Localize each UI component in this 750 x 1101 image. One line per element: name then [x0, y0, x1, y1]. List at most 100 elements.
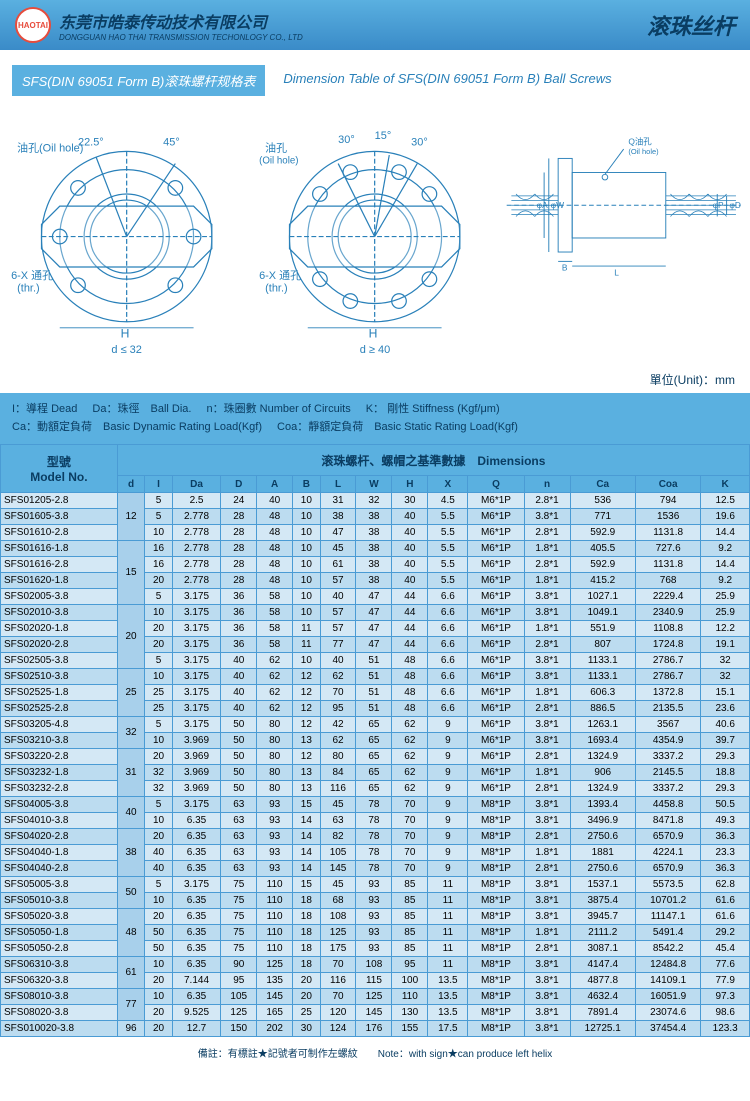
- cell-Coa: 1724.8: [635, 637, 700, 653]
- cell-d: 15: [117, 541, 144, 605]
- cell-Q: M6*1P: [468, 637, 524, 653]
- table-row: SFS02525-2.8253.1754062129551486.6M6*1P2…: [1, 701, 750, 717]
- cell-A: 48: [257, 557, 293, 573]
- table-row: SFS01616-2.8162.7782848106138405.5M6*1P2…: [1, 557, 750, 573]
- cell-H: 48: [392, 669, 428, 685]
- cell-K: 12.5: [701, 493, 750, 509]
- footer-note: 備註：有標註★記號者可制作左螺紋 Note：with sign★can prod…: [0, 1037, 750, 1068]
- cell-Coa: 8542.2: [635, 941, 700, 957]
- cell-n: 2.8*1: [524, 557, 570, 573]
- cell-B: 20: [293, 973, 320, 989]
- cell-d: 48: [117, 909, 144, 957]
- cell-Q: M6*1P: [468, 525, 524, 541]
- cell-Q: M8*1P: [468, 845, 524, 861]
- legend-item: Ca：動額定負荷 Basic Dynamic Rating Load(Kgf): [12, 419, 262, 437]
- cell-Q: M6*1P: [468, 669, 524, 685]
- cell-H: 48: [392, 685, 428, 701]
- cell-W: 78: [356, 829, 392, 845]
- cell-L: 84: [320, 765, 356, 781]
- cell-i: 5: [145, 509, 172, 525]
- cell-W: 47: [356, 589, 392, 605]
- cell-n: 3.8*1: [524, 605, 570, 621]
- cell-d: 31: [117, 749, 144, 797]
- cell-Coa: 3337.2: [635, 749, 700, 765]
- cell-K: 39.7: [701, 733, 750, 749]
- cell-i: 20: [145, 973, 172, 989]
- table-row: SFS05050-1.8506.357511018125938511M8*1P1…: [1, 925, 750, 941]
- cell-H: 70: [392, 813, 428, 829]
- cell-W: 108: [356, 957, 392, 973]
- svg-text:φP: φP: [712, 200, 723, 210]
- cell-da: 9.525: [172, 1005, 221, 1021]
- cell-n: 1.8*1: [524, 685, 570, 701]
- cell-L: 62: [320, 733, 356, 749]
- cell-D: 36: [221, 589, 257, 605]
- cell-d: 20: [117, 605, 144, 669]
- cell-W: 176: [356, 1021, 392, 1037]
- cell-A: 165: [257, 1005, 293, 1021]
- cell-Ca: 1881: [570, 845, 635, 861]
- cell-H: 40: [392, 525, 428, 541]
- table-row: SFS06320-3.8207.144951352011611510013.5M…: [1, 973, 750, 989]
- col-Coa: Coa: [635, 476, 700, 493]
- cell-L: 42: [320, 717, 356, 733]
- cell-Ca: 771: [570, 509, 635, 525]
- cell-L: 31: [320, 493, 356, 509]
- cell-d: 96: [117, 1021, 144, 1037]
- svg-text:(Oil hole): (Oil hole): [259, 156, 298, 167]
- cell-A: 48: [257, 509, 293, 525]
- cell-L: 45: [320, 797, 356, 813]
- cell-A: 58: [257, 605, 293, 621]
- cell-L: 116: [320, 973, 356, 989]
- cell-A: 125: [257, 957, 293, 973]
- col-Q: Q: [468, 476, 524, 493]
- cell-da: 3.175: [172, 669, 221, 685]
- cell-D: 90: [221, 957, 257, 973]
- cell-i: 10: [145, 989, 172, 1005]
- cell-X: 5.5: [428, 541, 468, 557]
- cell-da: 3.969: [172, 749, 221, 765]
- cell-A: 80: [257, 749, 293, 765]
- cell-X: 5.5: [428, 509, 468, 525]
- cell-Ca: 4877.8: [570, 973, 635, 989]
- cell-Q: M6*1P: [468, 573, 524, 589]
- cell-n: 3.8*1: [524, 797, 570, 813]
- cell-L: 68: [320, 893, 356, 909]
- cell-X: 11: [428, 941, 468, 957]
- cell-A: 62: [257, 685, 293, 701]
- cell-m: SFS01605-3.8: [1, 509, 118, 525]
- cell-Q: M8*1P: [468, 909, 524, 925]
- cell-Q: M8*1P: [468, 1021, 524, 1037]
- cell-W: 38: [356, 573, 392, 589]
- cell-D: 105: [221, 989, 257, 1005]
- cell-B: 15: [293, 877, 320, 893]
- cell-m: SFS05050-2.8: [1, 941, 118, 957]
- cell-X: 6.6: [428, 653, 468, 669]
- svg-text:30°: 30°: [411, 136, 428, 148]
- company-name-cn: 东莞市皓泰传动技术有限公司: [59, 9, 303, 33]
- cell-D: 75: [221, 941, 257, 957]
- cell-i: 20: [145, 1005, 172, 1021]
- title-cn: SFS(DIN 69051 Form B)滚珠螺杆规格表: [12, 65, 265, 96]
- cell-X: 11: [428, 925, 468, 941]
- svg-text:Q油孔: Q油孔: [628, 136, 652, 146]
- cell-Ca: 807: [570, 637, 635, 653]
- cell-K: 29.3: [701, 781, 750, 797]
- diagram-2-label: d ≥ 40: [360, 344, 391, 356]
- cell-Coa: 2145.5: [635, 765, 700, 781]
- svg-text:6-X 通孔: 6-X 通孔: [259, 269, 301, 282]
- cell-Ca: 4632.4: [570, 989, 635, 1005]
- cell-Q: M8*1P: [468, 797, 524, 813]
- cell-H: 85: [392, 909, 428, 925]
- cell-Ca: 2111.2: [570, 925, 635, 941]
- cell-n: 3.8*1: [524, 509, 570, 525]
- table-row: SFS02505-3.853.1754062104051486.6M6*1P3.…: [1, 653, 750, 669]
- cell-da: 3.175: [172, 685, 221, 701]
- cell-m: SFS06310-3.8: [1, 957, 118, 973]
- cell-i: 20: [145, 1021, 172, 1037]
- cell-m: SFS01610-2.8: [1, 525, 118, 541]
- table-row: SFS04010-3.8106.356393146378709M8*1P3.8*…: [1, 813, 750, 829]
- cell-X: 6.6: [428, 605, 468, 621]
- cell-d: 32: [117, 717, 144, 749]
- cell-Coa: 23074.6: [635, 1005, 700, 1021]
